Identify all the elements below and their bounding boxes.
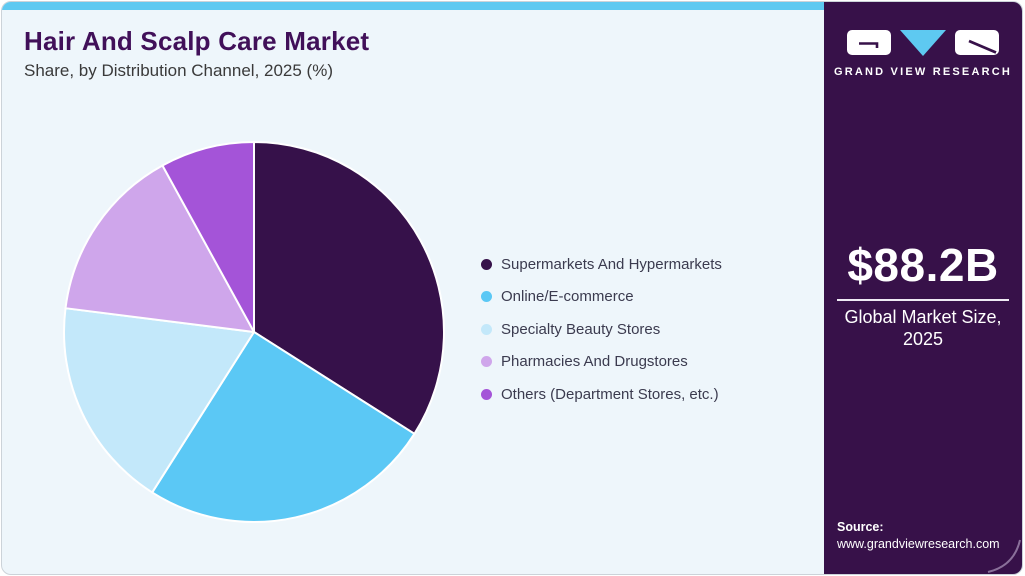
- logo-v-icon: [900, 30, 946, 56]
- page-subtitle: Share, by Distribution Channel, 2025 (%): [24, 61, 333, 80]
- market-size-value: $88.2B: [847, 239, 999, 291]
- market-size-block: $88.2B Global Market Size, 2025: [824, 238, 1022, 350]
- pie-slice: [151, 331, 416, 523]
- legend: Supermarkets And Hypermarkets Online/E-co…: [481, 250, 722, 413]
- legend-swatch-icon: [481, 323, 492, 335]
- market-size-divider: [837, 299, 1009, 301]
- brand-sidebar: GRAND VIEW RESEARCH $88.2B Global Market…: [824, 2, 1022, 574]
- source-url-link[interactable]: www.grandviewresearch.com: [837, 537, 1000, 551]
- legend-label: Supermarkets And Hypermarkets: [501, 255, 722, 273]
- legend-item: Online/E-commerce: [481, 283, 722, 312]
- pie-slice: [63, 307, 255, 494]
- page-title: Hair And Scalp Care Market: [24, 26, 370, 56]
- legend-swatch-icon: [481, 388, 492, 400]
- pie-chart: [63, 141, 445, 523]
- legend-item: Pharmacies And Drugstores: [481, 348, 722, 377]
- legend-item: Others (Department Stores, etc.): [481, 380, 722, 409]
- legend-swatch-icon: [481, 356, 492, 368]
- legend-swatch-icon: [481, 258, 492, 270]
- source-block: Source: www.grandviewresearch.com: [837, 519, 1000, 553]
- legend-label: Specialty Beauty Stores: [501, 320, 661, 338]
- accent-top-bar: [2, 2, 824, 10]
- page-curl-icon: [987, 539, 1021, 573]
- legend-label: Online/E-commerce: [501, 288, 634, 306]
- legend-swatch-icon: [481, 291, 492, 303]
- pie-slice: [161, 141, 255, 333]
- legend-item: Specialty Beauty Stores: [481, 315, 722, 344]
- legend-label: Others (Department Stores, etc.): [501, 385, 719, 403]
- pie-slice: [253, 141, 445, 435]
- brand-name: GRAND VIEW RESEARCH: [833, 66, 1013, 78]
- logo-r-icon: [955, 30, 999, 55]
- legend-item: Supermarkets And Hypermarkets: [481, 250, 722, 279]
- market-size-label: Global Market Size, 2025: [844, 307, 1002, 349]
- legend-label: Pharmacies And Drugstores: [501, 353, 688, 371]
- source-label: Source:: [837, 520, 884, 534]
- brand-logo: [824, 30, 1022, 56]
- logo-g-icon: [847, 30, 891, 55]
- pie-slice: [64, 164, 255, 333]
